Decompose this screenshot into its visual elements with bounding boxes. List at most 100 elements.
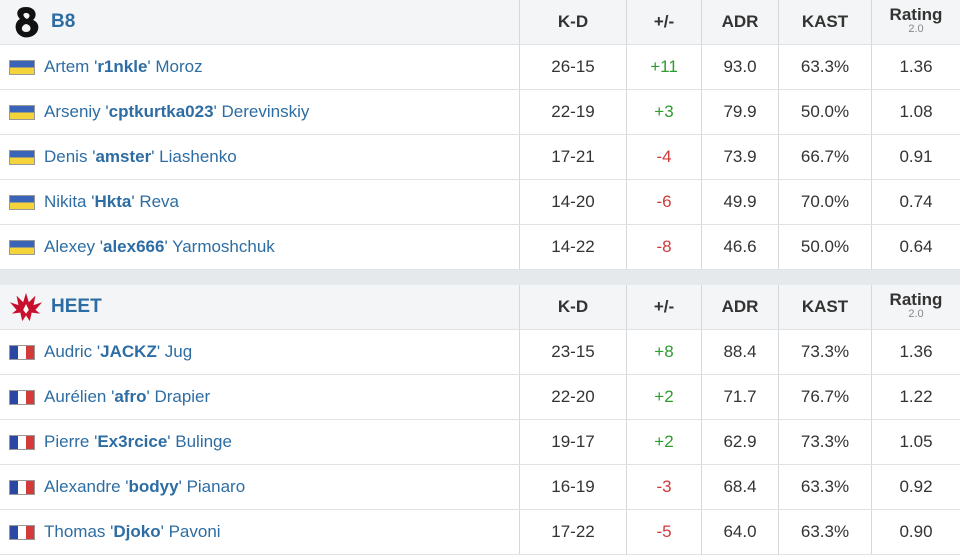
- flag-fr-icon: [9, 344, 35, 360]
- rating-version: 2.0: [908, 308, 924, 320]
- player-nickname: JACKZ: [100, 342, 157, 361]
- heet-logo-icon[interactable]: [9, 289, 43, 325]
- player-name-link[interactable]: Alexey 'alex666' Yarmoshchuk: [44, 237, 275, 256]
- flag-ua-icon: [9, 104, 35, 120]
- player-cell: Audric 'JACKZ' Jug: [0, 330, 520, 374]
- flag-fr-icon: [9, 479, 35, 495]
- table-row: Thomas 'Djoko' Pavoni 17-22 -5 64.0 63.3% 0.9…: [0, 510, 960, 555]
- player-last-name: Pianaro: [186, 477, 246, 496]
- player-nickname: alex666: [103, 237, 165, 256]
- adr-value: 49.9: [702, 180, 779, 224]
- player-cell: Arseniy 'cptkurtka023' Derevinskiy: [0, 90, 520, 134]
- player-rows: Artem 'r1nkle' Moroz 26-15 +11 93.0 63.3% 1.3…: [0, 45, 960, 270]
- player-name-link[interactable]: Denis 'amster' Liashenko: [44, 147, 237, 166]
- adr-value: 73.9: [702, 135, 779, 179]
- table-row: Alexey 'alex666' Yarmoshchuk 14-22 -8 46.6 5…: [0, 225, 960, 270]
- col-kast-header: KAST: [779, 285, 872, 329]
- player-nickname: afro: [114, 387, 147, 406]
- team-stats-table-b8: B8 K-D +/- ADR KAST Rating 2.0 Artem 'r1…: [0, 0, 960, 270]
- plus-minus-value: -3: [627, 465, 702, 509]
- col-rating-header: Rating 2.0: [872, 285, 960, 329]
- kd-value: 14-20: [520, 180, 627, 224]
- b8-logo-icon[interactable]: [9, 4, 43, 40]
- kd-value: 26-15: [520, 45, 627, 89]
- player-cell: Denis 'amster' Liashenko: [0, 135, 520, 179]
- adr-value: 71.7: [702, 375, 779, 419]
- kd-value: 17-22: [520, 510, 627, 554]
- flag-fr-icon: [9, 434, 35, 450]
- rating-version: 2.0: [908, 23, 924, 35]
- plus-minus-value: -8: [627, 225, 702, 269]
- adr-value: 79.9: [702, 90, 779, 134]
- adr-value: 46.6: [702, 225, 779, 269]
- table-row: Audric 'JACKZ' Jug 23-15 +8 88.4 73.3% 1.36: [0, 330, 960, 375]
- player-name-link[interactable]: Thomas 'Djoko' Pavoni: [44, 522, 221, 541]
- player-last-name: Moroz: [155, 57, 203, 76]
- kast-value: 76.7%: [779, 375, 872, 419]
- player-nickname: bodyy: [128, 477, 179, 496]
- player-nickname: amster: [95, 147, 152, 166]
- table-header: B8 K-D +/- ADR KAST Rating 2.0: [0, 0, 960, 45]
- player-name-link[interactable]: Aurélien 'afro' Drapier: [44, 387, 211, 406]
- rating-value: 0.64: [899, 237, 933, 256]
- col-kast-header: KAST: [779, 0, 872, 44]
- player-last-name: Yarmoshchuk: [172, 237, 275, 256]
- player-cell: Artem 'r1nkle' Moroz: [0, 45, 520, 89]
- kast-value: 73.3%: [779, 330, 872, 374]
- col-adr-header: ADR: [702, 285, 779, 329]
- kast-value: 66.7%: [779, 135, 872, 179]
- player-first-name: Denis: [44, 147, 88, 166]
- adr-value: 93.0: [702, 45, 779, 89]
- player-name-link[interactable]: Alexandre 'bodyy' Pianaro: [44, 477, 246, 496]
- player-nickname: Hkta: [94, 192, 132, 211]
- adr-value: 68.4: [702, 465, 779, 509]
- rating-value: 0.90: [899, 522, 933, 541]
- player-name-link[interactable]: Pierre 'Ex3rcice' Bulinge: [44, 432, 232, 451]
- kast-value: 63.3%: [779, 510, 872, 554]
- flag-ua-icon: [9, 59, 35, 75]
- rating-value: 1.36: [899, 342, 933, 361]
- player-cell: Pierre 'Ex3rcice' Bulinge: [0, 420, 520, 464]
- player-name-link[interactable]: Arseniy 'cptkurtka023' Derevinskiy: [44, 102, 310, 121]
- player-last-name: Reva: [139, 192, 179, 211]
- flag-fr-icon: [9, 389, 35, 405]
- adr-value: 88.4: [702, 330, 779, 374]
- rating-label: Rating: [889, 290, 943, 309]
- kd-value: 14-22: [520, 225, 627, 269]
- team-name[interactable]: HEET: [51, 296, 102, 317]
- table-row: Denis 'amster' Liashenko 17-21 -4 73.9 66.7%…: [0, 135, 960, 180]
- player-name-link[interactable]: Artem 'r1nkle' Moroz: [44, 57, 203, 76]
- player-first-name: Alexey: [44, 237, 96, 256]
- player-nickname: Ex3rcice: [97, 432, 168, 451]
- rating-value: 0.92: [899, 477, 933, 496]
- rating-label: Rating: [889, 5, 943, 24]
- flag-ua-icon: [9, 149, 35, 165]
- player-last-name: Jug: [164, 342, 193, 361]
- kd-value: 22-19: [520, 90, 627, 134]
- kd-value: 22-20: [520, 375, 627, 419]
- kast-value: 50.0%: [779, 90, 872, 134]
- rating-value: 0.74: [899, 192, 933, 211]
- rating-value: 1.08: [899, 102, 933, 121]
- kd-value: 16-19: [520, 465, 627, 509]
- player-name-link[interactable]: Nikita 'Hkta' Reva: [44, 192, 179, 211]
- rating-value: 1.36: [899, 57, 933, 76]
- player-first-name: Thomas: [44, 522, 106, 541]
- player-cell: Nikita 'Hkta' Reva: [0, 180, 520, 224]
- player-first-name: Artem: [44, 57, 90, 76]
- table-row: Alexandre 'bodyy' Pianaro 16-19 -3 68.4 63.3…: [0, 465, 960, 510]
- col-kd-header: K-D: [520, 285, 627, 329]
- player-name-link[interactable]: Audric 'JACKZ' Jug: [44, 342, 193, 361]
- player-last-name: Liashenko: [159, 147, 237, 166]
- player-nickname: r1nkle: [97, 57, 148, 76]
- team-name[interactable]: B8: [51, 11, 76, 32]
- table-row: Pierre 'Ex3rcice' Bulinge 19-17 +2 62.9 73.3…: [0, 420, 960, 465]
- player-nickname: Djoko: [113, 522, 161, 541]
- flag-fr-icon: [9, 524, 35, 540]
- player-cell: Alexandre 'bodyy' Pianaro: [0, 465, 520, 509]
- player-first-name: Audric: [44, 342, 93, 361]
- kast-value: 63.3%: [779, 45, 872, 89]
- adr-value: 62.9: [702, 420, 779, 464]
- rating-value: 1.22: [899, 387, 933, 406]
- plus-minus-value: +3: [627, 90, 702, 134]
